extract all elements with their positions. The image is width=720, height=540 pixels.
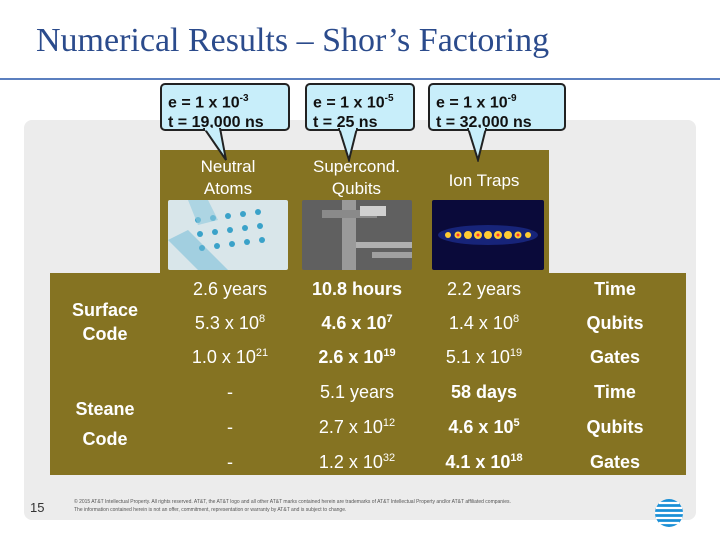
callout-error-rate: e = 1 x 10 [313,94,385,112]
copyright-footnote: © 2015 AT&T Intellectual Property. All r… [74,499,511,513]
table-cell: 4.1 x 1018 [425,452,543,473]
row-unit-label: Qubits [586,313,644,333]
row-group-label-line: Code [82,429,128,449]
row-unit-label: Gates [589,452,641,472]
table-cell: - [170,382,290,403]
supercond-qubits-image [302,200,412,270]
column-header-line: Ion Traps [448,171,520,190]
table-cell: 1.4 x 108 [425,313,543,334]
table-cell: 4.6 x 105 [425,417,543,438]
callout-supercond-qubits: e = 1 x 10-5 t = 25 ns [305,83,415,131]
cell-exponent: 32 [382,452,396,464]
cell-exponent: 18 [510,452,523,464]
callout-error-exponent: -5 [384,93,394,104]
cell-exponent: 8 [258,313,266,325]
table-cell: 2.2 years [425,279,543,300]
table-cell: 5.3 x 108 [170,313,290,334]
callout-ion-traps: e = 1 x 10-9 t = 32,000 ns [428,83,566,131]
cell-exponent: 8 [512,313,520,325]
cell-value: 4.6 x 10 [448,417,514,437]
title-divider [0,78,720,80]
table-cell: 2.6 years [170,279,290,300]
table-cell: - [170,417,290,438]
cell-exponent: 5 [513,417,520,429]
callout-error-rate: e = 1 x 10 [168,94,240,112]
cell-value: 4.6 x 10 [321,313,387,333]
callout-gate-time: t = 19,000 ns [168,114,264,132]
table-cell: 4.6 x 107 [297,313,417,334]
cell-exponent: 19 [509,347,523,359]
row-unit-label: Qubits [586,417,644,437]
column-header-line: Neutral [200,157,256,176]
cell-value: - [227,452,233,472]
neutral-atoms-image [168,200,288,270]
table-cell: 2.7 x 1012 [297,417,417,438]
callout-error-exponent: -3 [239,93,249,104]
cell-value: 4.1 x 10 [445,452,511,472]
table-cell: - [170,452,290,473]
column-header-neutral-atoms: Neutral Atoms [168,156,288,200]
row-group-label-surface-code: Surface Code [55,298,155,346]
column-header-supercond-qubits: Supercond. Qubits [294,156,419,200]
table-cell: 5.1 x 1019 [425,347,543,368]
callout-pointer [466,128,488,162]
row-unit-label: Gates [589,347,641,367]
table-body-background [50,273,686,475]
cell-value: 58 days [450,382,518,402]
row-group-label-steane-code: Steane Code [55,394,155,454]
slide-title: Numerical Results – Shor’s Factoring [36,22,550,59]
callout-pointer [337,128,359,162]
cell-value: 1.0 x 10 [191,347,256,367]
cell-value: 1.2 x 10 [318,452,383,472]
table-cell: 1.0 x 1021 [170,347,290,368]
table-cell: 10.8 hours [297,279,417,300]
callout-gate-time: t = 25 ns [313,114,378,132]
row-unit-label: Time [594,279,636,299]
cell-value: 2.2 years [446,279,522,299]
cell-exponent: 21 [255,347,269,359]
cell-value: 2.6 years [192,279,268,299]
table-cell: 2.6 x 1019 [297,347,417,368]
table-cell: 5.1 years [297,382,417,403]
cell-exponent: 7 [386,313,393,325]
callout-error-rate: e = 1 x 10 [436,94,508,112]
row-group-label-line: Steane [75,399,135,419]
cell-value: - [227,382,233,402]
column-header-ion-traps: Ion Traps [425,170,543,192]
row-unit-label: Time [594,382,636,402]
column-header-line: Supercond. [313,157,400,176]
page-number: 15 [30,500,45,515]
table-cell: 58 days [425,382,543,403]
callout-gate-time: t = 32,000 ns [436,114,532,132]
cell-value: 5.1 years [319,382,395,402]
callout-neutral-atoms: e = 1 x 10-3 t = 19,000 ns [160,83,290,131]
ion-traps-image [432,200,544,270]
callout-pointer [202,128,227,161]
cell-value: 2.6 x 10 [318,347,384,367]
column-header-line: Atoms [203,179,253,198]
row-group-label-line: Code [82,324,128,344]
cell-exponent: 19 [383,347,396,359]
callout-error-exponent: -9 [507,93,517,104]
cell-exponent: 12 [382,417,396,429]
cell-value: - [227,417,233,437]
att-globe-logo-icon [655,499,683,527]
cell-value: 5.1 x 10 [445,347,510,367]
table-cell: 1.2 x 1032 [297,452,417,473]
row-group-label-line: Surface [71,300,139,320]
cell-value: 2.7 x 10 [318,417,383,437]
column-header-line: Qubits [331,179,382,198]
cell-value: 1.4 x 10 [448,313,513,333]
cell-value: 5.3 x 10 [194,313,259,333]
cell-value: 10.8 hours [311,279,403,299]
